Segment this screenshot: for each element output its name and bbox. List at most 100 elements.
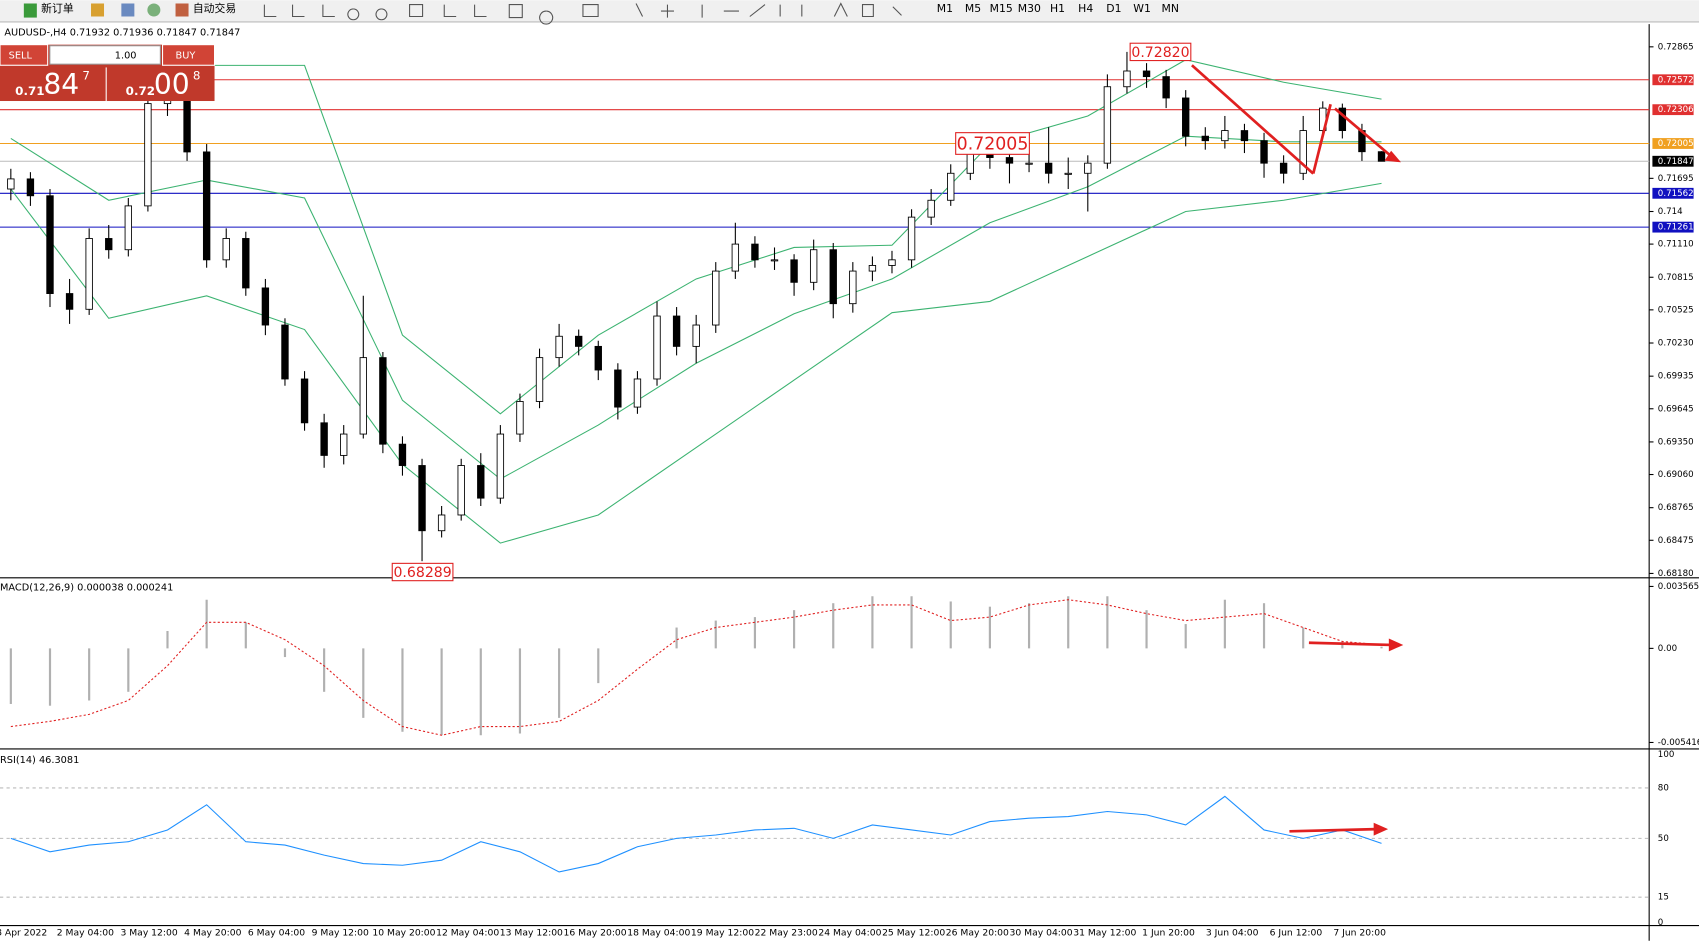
price-annotation: 0.68289 — [393, 565, 451, 581]
x-tick-label: 18 May 04:00 — [627, 928, 690, 939]
candle-body — [1201, 135, 1209, 142]
lots-input[interactable] — [49, 45, 161, 65]
candle-body — [1299, 130, 1307, 174]
x-tick-label: 10 May 20:00 — [372, 928, 435, 939]
sell-label[interactable]: SELL — [9, 51, 33, 62]
macd-bar — [597, 648, 600, 684]
ask-prefix[interactable]: 0.72 — [126, 84, 155, 98]
candle-body — [1044, 162, 1053, 174]
x-tick-label: 16 May 20:00 — [564, 928, 627, 939]
toolbar-icon[interactable] — [121, 3, 135, 17]
macd-bar — [988, 606, 991, 649]
timeframe-button[interactable]: M5 — [965, 2, 981, 15]
buy-button[interactable] — [161, 44, 216, 66]
macd-tick-label: 0.003565 — [1658, 582, 1699, 592]
rsi-tick-label: 15 — [1658, 893, 1669, 903]
low: 0.71847 — [157, 28, 197, 39]
candle-body — [65, 293, 74, 310]
candle-body — [340, 433, 348, 456]
open: 0.71932 — [70, 28, 110, 39]
buy-label[interactable]: BUY — [176, 51, 196, 62]
candle-body — [202, 151, 211, 261]
toolbar-icon[interactable] — [91, 3, 105, 17]
lots-value[interactable]: 1.00 — [115, 51, 137, 62]
ask-big[interactable]: 00 — [154, 68, 190, 101]
sell-button[interactable] — [0, 44, 49, 66]
trade-panel: SELL 1.00 BUY 0.71 84 7 0.72 00 8 — [0, 44, 216, 102]
bid-prefix[interactable]: 0.71 — [15, 84, 44, 98]
price-level-tag — [1652, 221, 1694, 233]
macd-bar — [244, 622, 247, 649]
price-level-tag — [1652, 104, 1694, 116]
price-level-tag — [1652, 187, 1694, 199]
x-tick-label: 8 Apr 2022 — [0, 928, 47, 939]
toolbar-tools[interactable] — [263, 2, 902, 25]
candle-body — [770, 259, 779, 262]
macd-bar — [832, 603, 835, 649]
rsi-tick-label: 0 — [1658, 918, 1664, 928]
macd-bar — [323, 648, 326, 692]
plot: 0.72865 0.71695 0.714 0.71110 0.70815 0.70525… — [0, 42, 1699, 939]
candle-body — [418, 465, 426, 532]
x-tick-label: 4 May 20:00 — [184, 928, 241, 939]
macd-bar — [1302, 627, 1305, 649]
y-tick-label: 0.70525 — [1658, 305, 1694, 315]
candle-body — [849, 270, 857, 305]
candle-body — [809, 249, 818, 283]
rsi-label: RSI(14) 46.3081 — [0, 755, 79, 766]
new-order-button[interactable]: 新订单 — [41, 1, 74, 15]
y-tick-label: 0.71695 — [1658, 174, 1694, 184]
new-order-icon[interactable] — [23, 3, 37, 18]
timeframe-button[interactable]: H4 — [1078, 2, 1093, 15]
x-tick-label: 6 Jun 12:00 — [1270, 928, 1323, 939]
candle-body — [575, 335, 583, 347]
macd-bar — [753, 617, 757, 649]
candle-body — [672, 315, 681, 347]
macd-bar — [793, 610, 796, 649]
x-tick-label: 25 May 12:00 — [882, 928, 945, 939]
macd-bar — [1380, 646, 1383, 649]
y-tick-label: 0.69350 — [1658, 437, 1694, 447]
y-tick-label: 0.68475 — [1658, 536, 1694, 546]
price-level-tag — [1652, 138, 1694, 149]
bid-sup[interactable]: 7 — [82, 69, 90, 83]
timeframe-button[interactable]: M30 — [1018, 2, 1041, 15]
x-tick-label: 6 May 04:00 — [248, 928, 305, 939]
toolbar-icon[interactable] — [147, 3, 161, 17]
timeframe-button[interactable]: M15 — [990, 2, 1013, 15]
high: 0.71936 — [113, 28, 153, 39]
candle-body — [1123, 70, 1131, 88]
macd-bar — [1145, 610, 1148, 649]
candle-body — [888, 259, 896, 266]
x-tick-label: 24 May 04:00 — [818, 928, 881, 939]
auto-trading-button[interactable]: 自动交易 — [193, 1, 236, 15]
macd-bar — [518, 648, 522, 734]
bid-big[interactable]: 84 — [43, 68, 79, 101]
price-annotation: 0.72005 — [957, 135, 1029, 155]
timeframe-button[interactable]: MN — [1162, 2, 1179, 15]
macd-bar — [127, 648, 130, 692]
candle-body — [907, 216, 916, 261]
x-tick-label: 13 May 12:00 — [500, 928, 563, 939]
timeframe-button[interactable]: H1 — [1050, 2, 1065, 15]
macd-bar — [283, 648, 287, 658]
x-tick-label: 22 May 23:00 — [755, 928, 818, 939]
timeframe-button[interactable]: D1 — [1106, 2, 1121, 15]
macd-bar — [949, 601, 952, 649]
timeframe-button[interactable]: M1 — [937, 2, 953, 15]
candle-body — [1162, 76, 1170, 99]
macd-bar — [871, 596, 874, 649]
candle-body — [1377, 151, 1386, 162]
auto-trading-icon[interactable] — [175, 3, 189, 17]
bollinger-middle — [10, 135, 1382, 480]
macd-bar — [1027, 603, 1031, 649]
timeframe-button[interactable]: W1 — [1133, 2, 1151, 15]
x-tick-label: 3 May 12:00 — [120, 928, 177, 939]
macd-bar — [558, 648, 561, 718]
drawn-arrows — [1190, 64, 1404, 836]
y-tick-label: 0.69935 — [1658, 372, 1694, 382]
ask-sup[interactable]: 8 — [193, 69, 201, 83]
macd-bar — [401, 648, 404, 732]
macd-bar — [166, 631, 169, 649]
